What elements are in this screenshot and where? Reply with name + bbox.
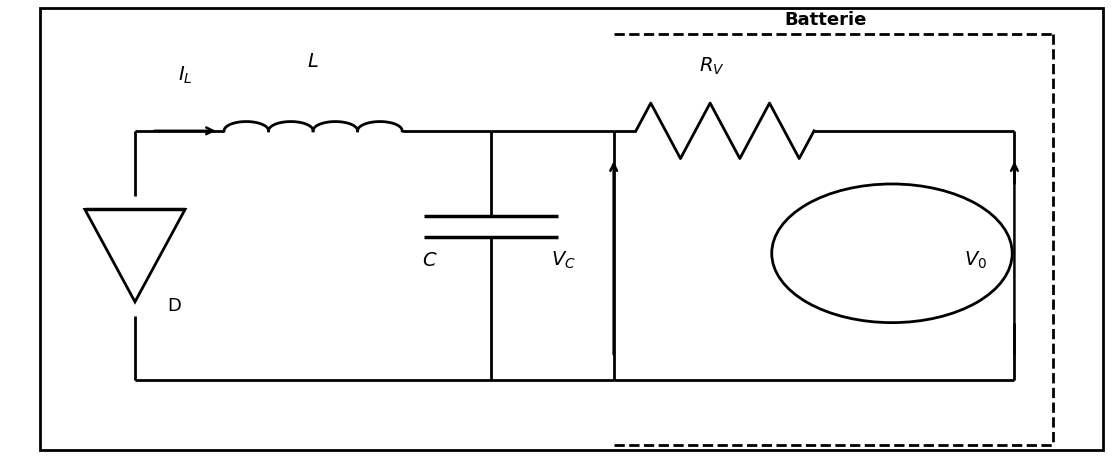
Text: D: D — [167, 298, 181, 315]
Text: $V_0$: $V_0$ — [964, 250, 987, 271]
Text: $I_L$: $I_L$ — [177, 65, 192, 86]
Text: Batterie: Batterie — [783, 11, 866, 29]
Text: $V_C$: $V_C$ — [551, 250, 576, 271]
FancyBboxPatch shape — [40, 8, 1104, 450]
Text: $L$: $L$ — [307, 52, 319, 71]
Text: $R_V$: $R_V$ — [699, 55, 724, 77]
Text: $C$: $C$ — [422, 251, 437, 270]
